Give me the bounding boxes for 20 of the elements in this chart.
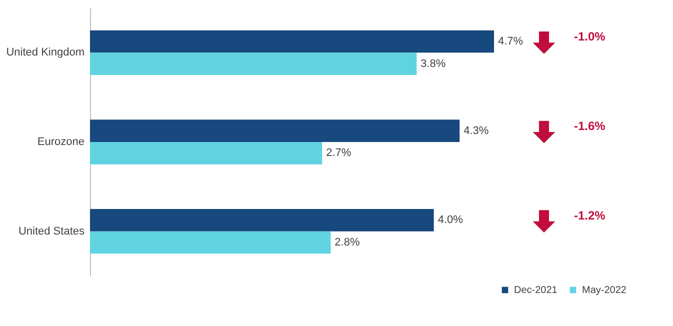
y-tick-label: United States [18, 225, 85, 238]
data-label: 2.7% [326, 147, 352, 160]
bar [90, 209, 434, 232]
text: -1.6% [574, 119, 606, 133]
data-label: 2.8% [334, 236, 360, 248]
data-label: 3.8% [420, 58, 446, 70]
text: -1.2% [574, 208, 606, 222]
legend-label: Dec-2021 [514, 285, 558, 296]
legend-label: May-2022 [582, 285, 627, 296]
data-label: 4.0% [438, 214, 464, 226]
bar [90, 120, 460, 142]
data-label: 4.3% [464, 124, 489, 137]
data-label: 4.7% [498, 36, 524, 48]
bar [90, 52, 417, 75]
text: -1.0% [574, 30, 606, 44]
y-tick-label: United Kingdom [6, 46, 84, 59]
bar [90, 142, 322, 164]
bar [90, 231, 331, 254]
y-tick-label: Eurozone [37, 136, 84, 148]
bar [90, 30, 494, 53]
